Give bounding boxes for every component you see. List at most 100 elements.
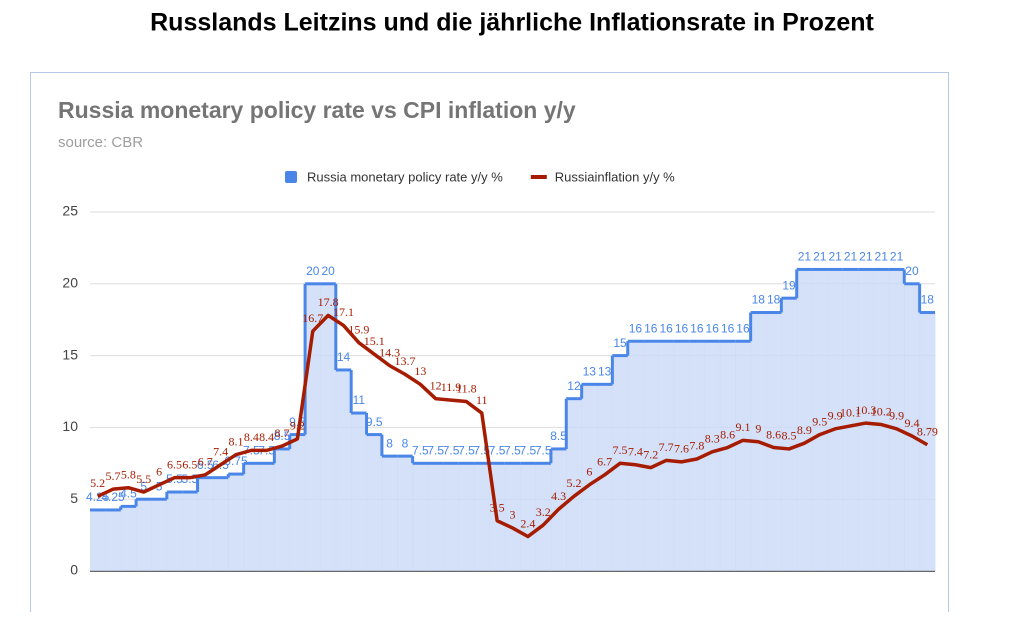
- rate-area: [381, 456, 398, 571]
- inflation-label: 12: [430, 378, 442, 392]
- rate-label: 7.5: [443, 443, 460, 457]
- inflation-label: 9.4: [904, 416, 919, 430]
- inflation-label: 6: [586, 465, 592, 479]
- rate-area: [704, 341, 721, 571]
- inflation-label: 8.1: [228, 434, 243, 448]
- rate-label: 5: [140, 479, 147, 493]
- rate-area: [643, 341, 659, 571]
- inflation-label: 3.2: [536, 505, 551, 519]
- rate-area: [504, 463, 521, 571]
- inflation-label: 17.1: [333, 305, 354, 319]
- rate-area: [90, 509, 106, 571]
- rate-label: 19: [782, 278, 796, 292]
- rate-area: [535, 463, 552, 571]
- rate-label: 16: [644, 321, 658, 335]
- inflation-label: 2.4: [520, 516, 535, 530]
- rate-label: 18: [921, 293, 935, 307]
- inflation-label: 9.9: [889, 409, 904, 423]
- rate-area: [412, 463, 429, 571]
- rate-label: 16: [721, 321, 735, 335]
- rate-area: [335, 369, 352, 571]
- inflation-label: 8.5: [782, 429, 797, 443]
- inflation-label: 8.79: [917, 425, 938, 439]
- inflation-label: 5.2: [90, 476, 105, 490]
- rate-area: [904, 283, 921, 571]
- rate-area: [212, 477, 229, 571]
- rate-area: [136, 499, 152, 571]
- rate-label: 21: [875, 250, 889, 264]
- rate-area: [735, 341, 752, 571]
- inflation-label: 7.8: [689, 439, 704, 453]
- rate-label: 8.5: [274, 429, 291, 443]
- rate-label: 20: [306, 264, 320, 278]
- rate-area: [673, 341, 690, 571]
- inflation-label: 7.4: [628, 444, 643, 458]
- inflation-label: 10.2: [871, 404, 892, 418]
- rate-area: [259, 463, 275, 571]
- rate-area: [858, 269, 875, 571]
- inflation-label: 6.5: [167, 457, 182, 471]
- rate-label: 16: [706, 321, 720, 335]
- rate-area: [766, 312, 782, 571]
- rate-area: [796, 269, 813, 571]
- inflation-label: 5.2: [566, 476, 581, 490]
- inflation-label: 3.5: [490, 500, 505, 514]
- inflation-label: 6.7: [198, 455, 213, 469]
- inflation-label: 9.1: [735, 420, 750, 434]
- rate-label: 20: [321, 264, 335, 278]
- rate-label: 18: [752, 293, 766, 307]
- legend-swatch: [285, 171, 297, 183]
- rate-area: [351, 413, 368, 571]
- inflation-label: 8.6: [766, 427, 781, 441]
- inflation-label: 4.3: [551, 489, 566, 503]
- inflation-label: 6.7: [597, 455, 612, 469]
- inflation-label: 5.8: [121, 467, 136, 481]
- inflation-label: 8.9: [797, 423, 812, 437]
- inflation-label: 8.4: [244, 430, 259, 444]
- inflation-label: 16.7: [302, 311, 323, 325]
- rate-area: [520, 463, 537, 571]
- rate-label: 7.5: [504, 443, 521, 457]
- rate-label: 9.5: [366, 415, 383, 429]
- rate-label: 16: [690, 321, 704, 335]
- rate-area: [888, 269, 905, 571]
- rate-area: [274, 448, 291, 571]
- inflation-label: 7.7: [659, 440, 674, 454]
- rate-area: [597, 384, 613, 571]
- rate-area: [827, 269, 844, 571]
- rate-area: [151, 499, 168, 571]
- legend-label: Russia monetary policy rate y/y %: [307, 169, 503, 184]
- rate-area: [105, 509, 122, 571]
- inflation-label: 11: [476, 393, 488, 407]
- inflation-label: 6: [156, 465, 162, 479]
- rate-label: 8: [386, 436, 393, 450]
- inflation-label: 10.3: [855, 403, 876, 417]
- y-tick-label: 15: [62, 346, 78, 362]
- rate-label: 21: [798, 250, 812, 264]
- inflation-label: 6.5: [182, 457, 197, 471]
- inflation-label: 8.7: [275, 426, 290, 440]
- rate-area: [166, 492, 183, 571]
- inflation-label: 7.2: [643, 447, 658, 461]
- rate-label: 7.5: [412, 443, 429, 457]
- rate-area: [243, 463, 260, 571]
- inflation-label: 17.8: [318, 295, 339, 309]
- rate-area: [320, 283, 337, 571]
- rate-area: [397, 456, 414, 571]
- inflation-label: 7.5: [613, 443, 628, 457]
- rate-label: 16: [675, 321, 689, 335]
- rate-label: 7.5: [458, 443, 475, 457]
- rate-area: [366, 434, 383, 571]
- rate-area: [228, 474, 245, 571]
- rate-label: 18: [767, 293, 781, 307]
- rate-label: 16: [736, 321, 750, 335]
- inflation-label: 5.7: [106, 469, 121, 483]
- rate-label: 7.5: [427, 443, 444, 457]
- rate-area: [120, 506, 137, 571]
- inflation-label: 11.8: [456, 381, 477, 395]
- inflation-label: 15.9: [348, 322, 369, 336]
- inflation-label: 10.1: [840, 406, 861, 420]
- chart-title: Russia monetary policy rate vs CPI infla…: [58, 97, 576, 123]
- inflation-label: 11.9: [441, 380, 462, 394]
